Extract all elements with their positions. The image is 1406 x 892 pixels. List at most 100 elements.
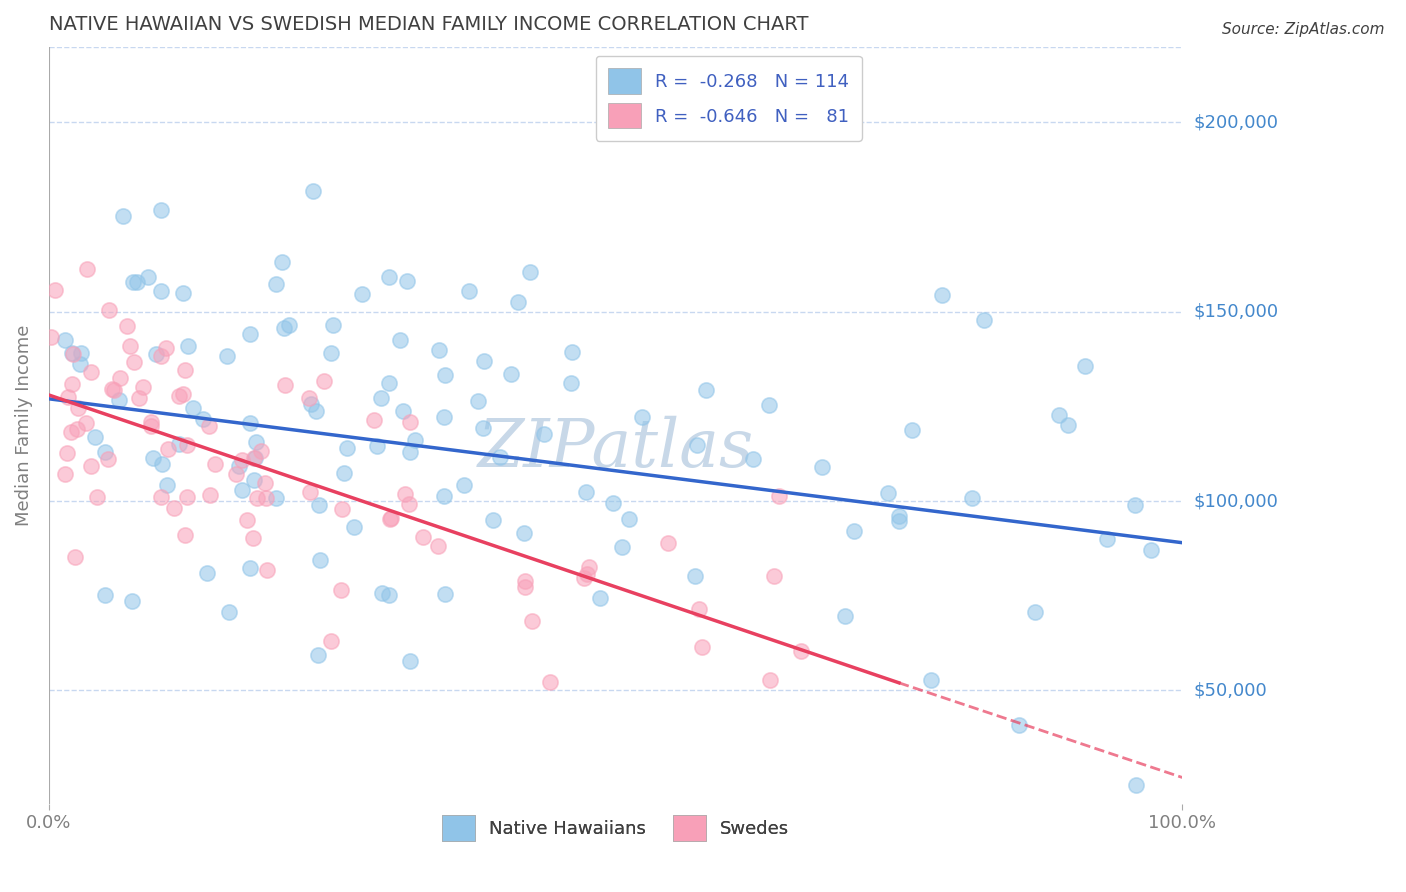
Point [122,275,145,289]
Point [307,648,329,662]
Point [427,343,450,357]
Point [900,423,922,437]
Point [58,391,80,405]
Point [515,574,537,589]
Point [243,451,266,466]
Point [198,418,221,433]
Point [193,412,215,426]
Point [245,434,267,449]
Point [513,580,536,594]
Text: NATIVE HAWAIIAN VS SWEDISH MEDIAN FAMILY INCOME CORRELATION CHART: NATIVE HAWAIIAN VS SWEDISH MEDIAN FAMILY… [49,15,808,34]
Point [811,460,834,475]
Point [243,473,266,487]
Point [301,184,323,198]
Point [167,389,190,403]
Point [657,535,679,549]
Point [695,383,717,397]
Text: $150,000: $150,000 [1194,302,1278,321]
Point [167,437,190,451]
Point [308,499,330,513]
Point [378,511,401,525]
Point [363,413,385,427]
Point [398,654,420,668]
Point [960,491,983,505]
Point [378,588,401,602]
Point [333,466,356,480]
Point [399,445,422,459]
Point [76,262,98,277]
Point [572,571,595,585]
Point [264,491,287,505]
Point [412,530,434,544]
Point [834,609,856,624]
Point [217,350,239,364]
Point [920,673,942,688]
Legend: Native Hawaiians, Swedes: Native Hawaiians, Swedes [434,808,796,848]
Point [111,209,134,223]
Point [330,502,353,516]
Point [619,512,641,526]
Point [177,339,200,353]
Point [842,524,865,538]
Point [392,403,415,417]
Point [66,401,89,415]
Text: $50,000: $50,000 [1194,681,1267,699]
Point [195,566,218,580]
Point [685,569,707,583]
Point [93,445,115,459]
Point [136,269,159,284]
Point [312,374,335,388]
Point [156,477,179,491]
Point [686,438,709,452]
Point [80,458,103,473]
Point [149,203,172,218]
Point [610,540,633,554]
Point [433,409,456,424]
Point [458,285,481,299]
Point [329,582,352,597]
Point [434,587,457,601]
Point [1057,418,1080,433]
Point [242,531,264,545]
Point [150,284,173,298]
Point [370,391,392,405]
Point [378,376,401,390]
Point [228,459,250,474]
Point [236,512,259,526]
Point [366,439,388,453]
Point [520,615,543,629]
Point [533,427,555,442]
Point [321,346,343,360]
Point [225,467,247,481]
Point [471,421,494,435]
Point [1125,778,1147,792]
Point [519,265,541,279]
Point [404,433,426,447]
Point [172,285,194,300]
Point [308,553,330,567]
Point [122,354,145,368]
Point [758,398,780,412]
Point [343,520,366,534]
Point [60,376,83,391]
Point [156,442,179,457]
Point [246,491,269,505]
Point [139,419,162,434]
Point [759,673,782,687]
Point [132,380,155,394]
Point [62,347,84,361]
Point [352,287,374,301]
Point [508,294,530,309]
Point [1074,359,1097,373]
Point [877,486,900,500]
Point [108,393,131,408]
Point [39,329,62,343]
Point [176,438,198,452]
Point [690,640,713,655]
Point [578,559,600,574]
Text: $200,000: $200,000 [1194,113,1278,131]
Point [298,485,321,500]
Point [174,363,197,377]
Point [274,377,297,392]
Point [631,410,654,425]
